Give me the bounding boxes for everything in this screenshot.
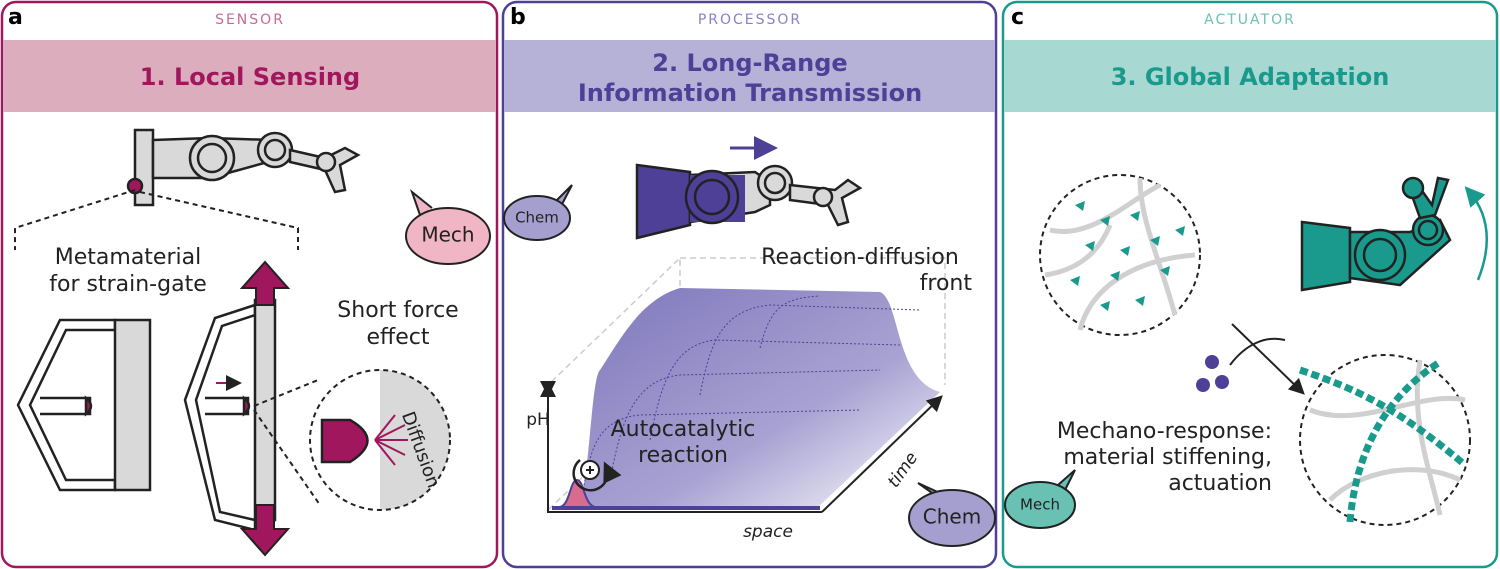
zoom-circle	[253, 369, 451, 511]
transition-arrow	[1231, 323, 1305, 395]
curve	[1229, 337, 1286, 366]
bubble-label: Mech	[421, 223, 474, 247]
bubble: Mech	[1004, 469, 1076, 529]
panel-heading: 3. Global Adaptation	[1111, 63, 1390, 91]
bubble: Mech	[405, 189, 491, 265]
robot-arm	[126, 128, 361, 207]
annotation: Reaction-diffusion	[761, 245, 959, 270]
annotation: Mechano-response:	[1057, 419, 1272, 444]
panel-letter: b	[510, 5, 526, 30]
reaction-plot	[540, 256, 946, 513]
bubble: Chem	[503, 184, 573, 241]
panel-heading: 2. Long-Range	[652, 49, 847, 77]
rotation-arrow	[1464, 186, 1489, 281]
panel-role: SENSOR	[215, 12, 285, 28]
header-band	[3, 40, 496, 112]
molecules	[1196, 355, 1229, 392]
network-circle	[1298, 354, 1471, 526]
panel-letter: a	[8, 5, 23, 30]
header-band	[504, 40, 995, 112]
force-arrows	[239, 260, 291, 557]
panel-role: ACTUATOR	[1204, 12, 1296, 28]
annotation: for strain-gate	[49, 272, 206, 297]
bubble-label: Chem	[515, 209, 559, 227]
axis-label: space	[743, 522, 793, 542]
header-band	[1004, 40, 1496, 112]
annotation: actuation	[1168, 471, 1272, 496]
annotation: front	[920, 271, 973, 296]
annotation: Autocatalytic	[611, 417, 756, 442]
annotation: material stiffening,	[1063, 445, 1272, 470]
annotation: effect	[367, 325, 430, 350]
panel-letter: c	[1011, 5, 1024, 30]
bubble-label: Chem	[923, 505, 981, 529]
metamaterial	[16, 298, 277, 532]
annotation: reaction	[638, 443, 728, 468]
bubble-label: Mech	[1020, 496, 1060, 514]
zoom-lines	[14, 189, 299, 250]
panel-heading: 1. Local Sensing	[140, 63, 360, 91]
panel-role: PROCESSOR	[698, 12, 802, 28]
panel-heading: Information Transmission	[578, 79, 922, 107]
annotation: Short force	[337, 298, 458, 323]
annotation: Metamaterial	[55, 245, 201, 270]
bubble: Chem	[908, 482, 996, 547]
robot-arm	[635, 163, 863, 240]
robot-arm	[1300, 176, 1452, 292]
axis-label: pH	[526, 410, 550, 430]
network-circle	[1039, 174, 1201, 336]
